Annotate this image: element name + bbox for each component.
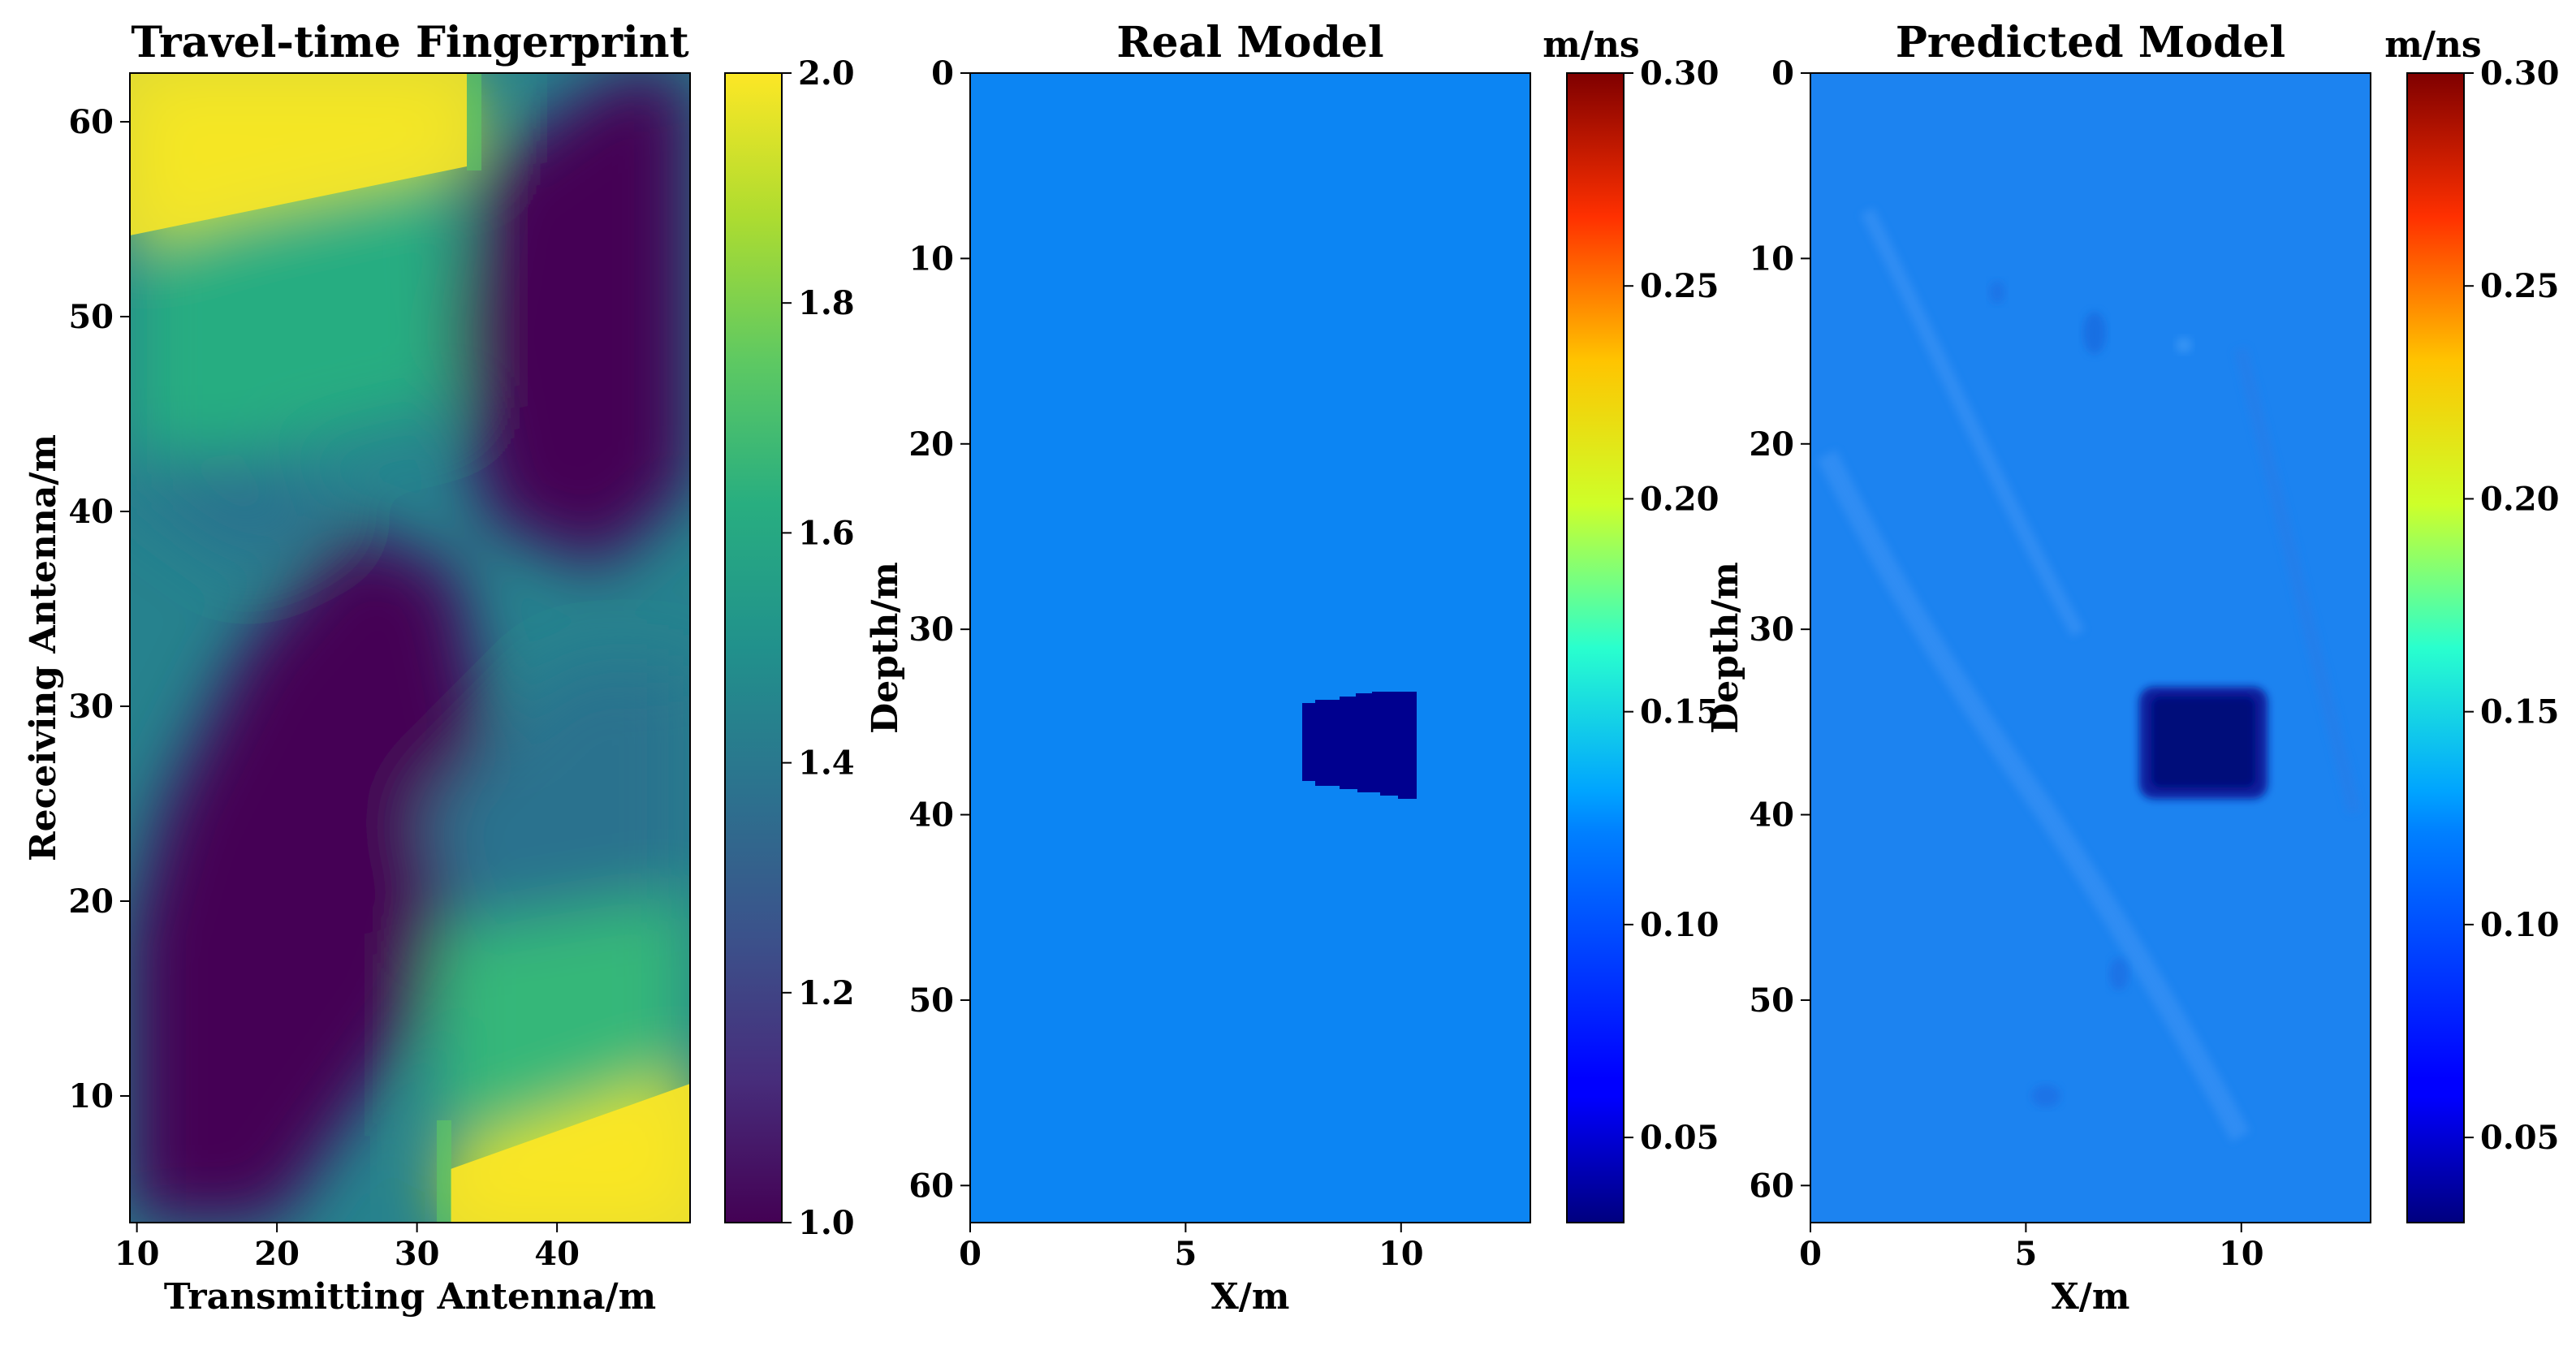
x-tick-label-real-model: 10 xyxy=(1379,1235,1424,1273)
colorbar-travel-time: 1.0 1.2 1.4 1.6 1.8 2.0 xyxy=(724,54,855,1242)
y-tick-label-real-model: 10 xyxy=(908,239,954,278)
axis-ticks-predicted-model: 0 5 10 0 10 20 30 40 50 60 xyxy=(1749,54,2263,1273)
colorbar-predicted-model: 0.05 0.10 0.15 0.20 0.25 0.30 xyxy=(2406,54,2559,1223)
x-tick-label-travel-time: 10 xyxy=(114,1235,160,1273)
colorbar-tick-label-real-model: 0.15 xyxy=(1640,693,1719,731)
colorbar-tick-label-real-model: 0.05 xyxy=(1640,1119,1719,1157)
heatmap-travel-time xyxy=(129,72,691,1223)
y-tick-label-real-model: 0 xyxy=(931,54,954,93)
y-tick-label-travel-time: 60 xyxy=(68,103,114,141)
heatmap-real-model xyxy=(969,72,1531,1223)
colorbar-tick-label-predicted-model: 0.15 xyxy=(2480,693,2559,731)
y-tick-label-travel-time: 30 xyxy=(68,688,114,726)
colorbar-tick-label-predicted-model: 0.10 xyxy=(2480,906,2559,944)
colorbar-ticks-predicted-model: 0.05 0.10 0.15 0.20 0.25 0.30 xyxy=(2464,54,2559,1157)
y-tick-label-predicted-model: 40 xyxy=(1749,796,1794,835)
colorbar-tick-label-predicted-model: 0.05 xyxy=(2480,1119,2559,1157)
y-tick-label-predicted-model: 0 xyxy=(1771,54,1794,93)
x-axis-label-predicted-model: X/m xyxy=(2052,1276,2130,1318)
x-tick-label-real-model: 0 xyxy=(959,1235,982,1273)
colorbar-ticks-travel-time: 1.0 1.2 1.4 1.6 1.8 2.0 xyxy=(782,54,855,1242)
y-tick-label-predicted-model: 30 xyxy=(1749,610,1794,649)
y-tick-label-predicted-model: 50 xyxy=(1749,981,1794,1020)
heatmap-predicted-model xyxy=(1810,72,2371,1223)
x-tick-label-predicted-model: 0 xyxy=(1799,1235,1822,1273)
x-axis-label-travel-time: Transmitting Antenna/m xyxy=(164,1276,656,1318)
y-axis-label-travel-time: Receiving Antenna/m xyxy=(23,434,64,861)
axis-ticks-real-model: 0 5 10 0 10 20 30 40 50 60 xyxy=(908,54,1423,1273)
colorbar-tick-label-predicted-model: 0.20 xyxy=(2480,480,2559,518)
y-tick-label-real-model: 50 xyxy=(908,981,954,1020)
colorbar-tick-label-real-model: 0.25 xyxy=(1640,267,1719,305)
anomaly-block-real-model xyxy=(1302,692,1417,799)
y-tick-label-real-model: 60 xyxy=(908,1167,954,1205)
axis-ticks-travel-time: 10 20 30 40 10 20 30 40 50 60 xyxy=(68,103,580,1273)
colorbar-unit-real-model: m/ns xyxy=(1543,24,1639,66)
panel-title-predicted-model: Predicted Model xyxy=(1896,18,2285,67)
y-tick-label-real-model: 20 xyxy=(908,425,954,464)
colorbar-tick-label-real-model: 0.20 xyxy=(1640,480,1719,518)
x-axis-label-real-model: X/m xyxy=(1211,1276,1290,1318)
x-tick-label-predicted-model: 5 xyxy=(2014,1235,2037,1273)
y-tick-label-predicted-model: 60 xyxy=(1749,1167,1794,1205)
y-tick-label-travel-time: 40 xyxy=(68,493,114,531)
panel-predicted-model: Predicted Model m/ns xyxy=(1705,18,2559,1318)
y-axis-label-real-model: Depth/m xyxy=(865,562,906,734)
y-tick-label-travel-time: 20 xyxy=(68,882,114,921)
x-tick-label-real-model: 5 xyxy=(1174,1235,1197,1273)
y-tick-label-predicted-model: 20 xyxy=(1749,425,1794,464)
y-tick-label-real-model: 30 xyxy=(908,610,954,649)
y-tick-label-travel-time: 50 xyxy=(68,298,114,336)
colorbar-real-model: 0.05 0.10 0.15 0.20 0.25 0.30 xyxy=(1566,54,1719,1223)
x-tick-label-travel-time: 40 xyxy=(534,1235,580,1273)
x-tick-label-travel-time: 20 xyxy=(254,1235,300,1273)
panel-travel-time: Travel-time Fingerprint xyxy=(23,18,855,1318)
x-tick-label-travel-time: 30 xyxy=(395,1235,440,1273)
colorbar-tick-label-travel-time: 1.2 xyxy=(798,974,855,1012)
colorbar-tick-label-travel-time: 1.8 xyxy=(798,284,855,322)
x-tick-label-predicted-model: 10 xyxy=(2219,1235,2264,1273)
colorbar-tick-label-travel-time: 1.0 xyxy=(798,1204,855,1242)
y-axis-label-predicted-model: Depth/m xyxy=(1705,562,1746,734)
panel-title-travel-time: Travel-time Fingerprint xyxy=(131,18,688,67)
y-tick-label-real-model: 40 xyxy=(908,796,954,835)
colorbar-tick-label-real-model: 0.30 xyxy=(1640,54,1719,93)
colorbar-tick-label-travel-time: 2.0 xyxy=(798,54,855,93)
colorbar-tick-label-predicted-model: 0.25 xyxy=(2480,267,2559,305)
colorbar-unit-predicted-model: m/ns xyxy=(2384,24,2481,66)
colorbar-tick-label-travel-time: 1.4 xyxy=(798,744,855,783)
colorbar-ticks-real-model: 0.05 0.10 0.15 0.20 0.25 0.30 xyxy=(1624,54,1719,1157)
colorbar-tick-label-predicted-model: 0.30 xyxy=(2480,54,2559,93)
panel-real-model: Real Model m/ns 0 5 10 0 10 20 30 40 50 60 X/m De… xyxy=(865,18,1719,1318)
y-tick-label-travel-time: 10 xyxy=(68,1077,114,1115)
y-tick-label-predicted-model: 10 xyxy=(1749,239,1794,278)
panel-title-real-model: Real Model xyxy=(1116,18,1383,67)
colorbar-tick-label-real-model: 0.10 xyxy=(1640,906,1719,944)
colorbar-tick-label-travel-time: 1.6 xyxy=(798,514,855,552)
